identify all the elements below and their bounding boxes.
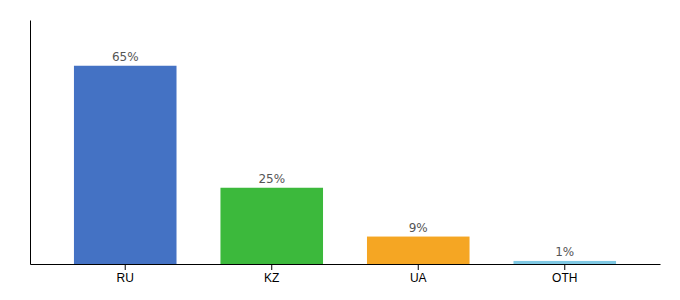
chart: RU KZ UA OTH 65% 25% 9% 1% (0, 0, 680, 300)
x-tick: KZ (264, 264, 279, 285)
x-tick-label: RU (117, 271, 134, 285)
data-label: 1% (555, 245, 574, 259)
bar (220, 188, 323, 264)
x-axis: RU KZ UA OTH (31, 264, 661, 285)
x-tick-label: OTH (552, 271, 577, 285)
y-axis-line (30, 21, 31, 265)
bar (513, 261, 616, 264)
bar (74, 66, 177, 264)
data-label: 25% (258, 172, 285, 186)
y-axis (30, 21, 31, 265)
data-labels: 65% 25% 9% 1% (112, 50, 574, 259)
plot: RU KZ UA OTH 65% 25% 9% 1% (31, 21, 661, 285)
bars (74, 66, 616, 264)
x-tick-mark (564, 264, 565, 270)
x-tick: UA (410, 264, 427, 285)
bar (367, 237, 470, 264)
x-tick-label: KZ (264, 271, 279, 285)
x-tick: RU (117, 264, 134, 285)
x-tick-mark (125, 264, 126, 270)
x-tick-mark (418, 264, 419, 270)
x-tick-label: UA (410, 271, 427, 285)
x-tick: OTH (552, 264, 577, 285)
x-tick-mark (271, 264, 272, 270)
data-label: 65% (112, 50, 139, 64)
data-label: 9% (409, 221, 428, 235)
